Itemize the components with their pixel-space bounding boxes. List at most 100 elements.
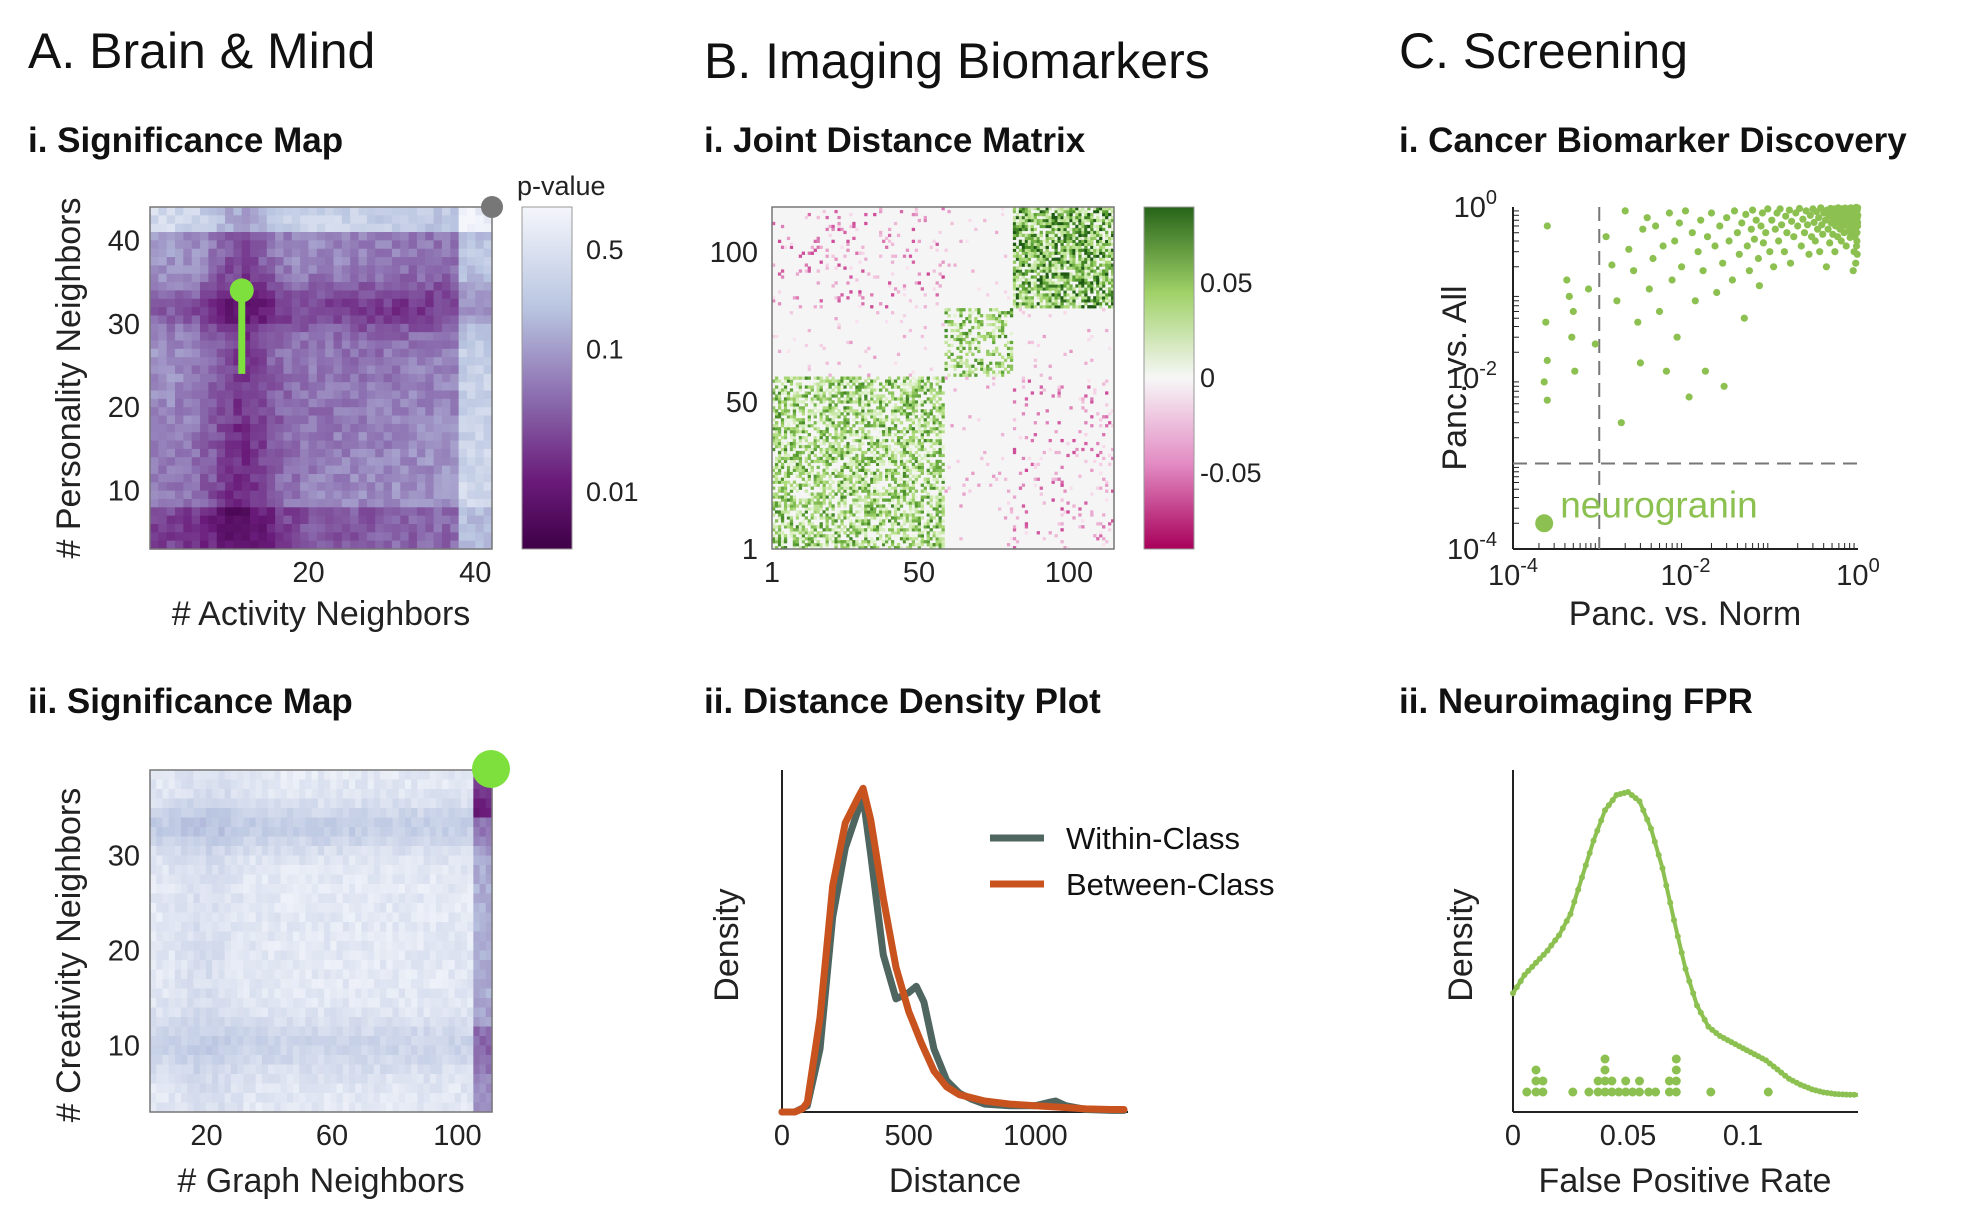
matrix-cell xyxy=(777,433,782,437)
heatmap-cell xyxy=(411,979,418,990)
heatmap-cell xyxy=(336,1083,344,1094)
heatmap-cell xyxy=(417,1093,425,1104)
heatmap-cell xyxy=(367,884,375,895)
matrix-cell xyxy=(825,522,829,526)
heatmap-cell xyxy=(275,298,285,308)
heatmap-cell xyxy=(398,808,406,819)
heatmap-cell xyxy=(404,846,412,857)
heatmap-cell xyxy=(441,507,451,517)
matrix-cell xyxy=(774,492,779,496)
heatmap-cell xyxy=(283,373,293,383)
heatmap-cell xyxy=(408,332,418,342)
matrix-cell xyxy=(858,251,862,255)
matrix-cell xyxy=(822,483,826,487)
heatmap-cell xyxy=(375,290,385,300)
heatmap-cell xyxy=(391,390,401,400)
matrix-cell xyxy=(798,254,803,258)
heatmap-cell xyxy=(317,1045,325,1056)
heatmap-cell xyxy=(375,223,385,233)
heatmap-cell xyxy=(166,298,176,308)
matrix-cell xyxy=(819,522,823,526)
heatmap-cell xyxy=(230,969,238,980)
heatmap-cell xyxy=(158,365,168,375)
heatmap-cell xyxy=(200,207,209,216)
heatmap-cell xyxy=(150,215,159,225)
heatmap-cell xyxy=(174,798,182,809)
matrix-cell xyxy=(864,486,868,490)
heatmap-cell xyxy=(316,507,326,517)
heatmap-cell xyxy=(255,922,263,933)
matrix-cell xyxy=(795,424,800,428)
matrix-cell xyxy=(852,400,856,404)
heatmap-cell xyxy=(286,893,294,904)
matrix-cell xyxy=(789,486,794,490)
heatmap-cell xyxy=(441,373,451,383)
heatmap-cell xyxy=(366,357,376,367)
heatmap-cell xyxy=(255,836,263,847)
heatmap-cell xyxy=(425,440,435,450)
matrix-cell xyxy=(816,427,820,431)
heatmap-cell xyxy=(358,323,368,333)
matrix-cell xyxy=(849,519,853,523)
matrix-cell xyxy=(864,537,868,541)
heatmap-cell xyxy=(400,223,410,233)
heatmap-cell xyxy=(436,1083,443,1094)
heatmap-cell xyxy=(317,903,325,914)
heatmap-cell xyxy=(150,432,159,442)
heatmap-cell xyxy=(398,846,406,857)
heatmap-cell xyxy=(408,298,418,308)
heatmap-cell xyxy=(286,1045,294,1056)
heatmap-cell xyxy=(485,817,493,828)
heatmap-cell xyxy=(291,373,301,383)
heatmap-cell xyxy=(441,423,451,433)
matrix-cell xyxy=(861,400,865,404)
heatmap-cell xyxy=(293,912,300,923)
heatmap-cell xyxy=(255,950,263,961)
heatmap-cell xyxy=(280,770,288,781)
heatmap-cell xyxy=(299,846,307,857)
heatmap-cell xyxy=(200,373,209,383)
heatmap-cell xyxy=(250,490,260,500)
heatmap-cell xyxy=(311,1007,319,1018)
heatmap-cell xyxy=(417,1045,425,1056)
heatmap-cell xyxy=(261,950,269,961)
heatmap-cell xyxy=(200,540,209,550)
heatmap-cell xyxy=(280,903,288,914)
heatmap-cell xyxy=(225,448,235,458)
heatmap-cell xyxy=(450,307,460,317)
heatmap-cell xyxy=(441,490,451,500)
matrix-cell xyxy=(822,474,826,478)
matrix-cell xyxy=(780,486,785,490)
heatmap-cell xyxy=(181,798,188,809)
heatmap-cell xyxy=(404,855,412,866)
heatmap-cell xyxy=(317,893,325,904)
heatmap-cell xyxy=(398,1036,406,1047)
matrix-cell xyxy=(816,403,820,407)
heatmap-cell xyxy=(233,507,243,517)
heatmap-cell xyxy=(408,223,418,233)
heatmap-cell xyxy=(417,779,425,790)
heatmap-cell xyxy=(383,523,393,533)
heatmap-cell xyxy=(205,884,213,895)
heatmap-cell xyxy=(466,257,476,266)
matrix-cell xyxy=(807,385,811,389)
heatmap-cell xyxy=(341,432,351,442)
matrix-cell xyxy=(855,433,859,437)
matrix-cell xyxy=(840,450,844,455)
heatmap-cell xyxy=(442,779,450,790)
matrix-cell xyxy=(840,483,844,487)
heatmap-cell xyxy=(330,1074,338,1085)
heatmap-cell xyxy=(386,1093,394,1104)
plot-frame xyxy=(149,769,493,1113)
heatmap-cell xyxy=(308,273,318,283)
matrix-cell xyxy=(813,376,817,380)
heatmap-cell xyxy=(218,950,226,961)
heatmap-cell xyxy=(241,415,251,425)
heatmap-cell xyxy=(280,855,288,866)
matrix-cell xyxy=(840,435,844,440)
heatmap-cell xyxy=(183,398,193,408)
heatmap-cell xyxy=(286,1064,294,1075)
heatmap-cell xyxy=(150,817,157,828)
heatmap-cell xyxy=(383,365,393,375)
heatmap-cell xyxy=(168,827,176,838)
